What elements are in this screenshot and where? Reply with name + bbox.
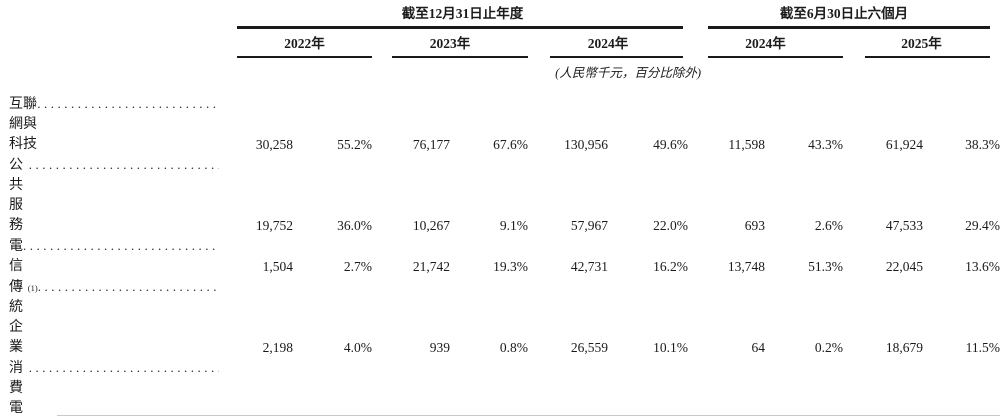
value-cell: 64 [751,340,766,355]
value-cell: 3,405 [528,358,608,417]
value-cell: 1.7% [293,358,372,417]
annual-period-title: 截至12月31日止年度 [401,6,524,21]
value-cell: 0.8% [499,340,528,355]
value-cell: 26,559 [570,340,608,355]
value-cell: 9,177 [843,358,923,417]
value-cell: 13.6% [965,259,1000,274]
value-cell: 36.0% [337,218,372,233]
value-cell: 4.0% [343,340,372,355]
row-label: 傳統企業 (1) [0,277,237,358]
value-cell: 43.3% [808,137,843,152]
value-cell: 11,598 [728,137,765,152]
value-cell: 241 [372,358,450,417]
year-2022: 2022年 [284,36,325,51]
value-cell: 47,533 [885,218,923,233]
unit-note-row: (人民幣千元，百分比除外) [0,62,1000,84]
value-cell: 130,956 [564,137,608,152]
year-2024-rule [550,56,683,58]
interim-group-rule [708,26,990,29]
annual-group-rule [237,26,683,29]
value-cell: 61,924 [885,137,923,152]
table-row-traditional-enterprise: 傳統企業(1) 2,198 4.0% 939 0.8% 26,559 10.1%… [0,277,1000,358]
table-row-public-services: 公共服務 19,752 36.0% 10,267 9.1% 57,967 22.… [0,155,1000,236]
value-cell: 693 [744,218,765,233]
dot-leader [37,94,219,115]
year-2024-interim-rule [708,56,843,58]
year-2025-interim-rule [865,56,990,58]
value-cell: 9.1% [499,218,528,233]
value-cell: 29.4% [965,218,1000,233]
page-bottom-rule [57,415,1000,416]
interim-period-title: 截至6月30日止六個月 [779,6,909,21]
year-underline-row [0,56,1000,62]
value-cell: 55.2% [337,137,372,152]
year-header-row: 2022年 2023年 2024年 2024年 2025年 [0,32,1000,56]
value-cell: 22.0% [653,218,688,233]
value-cell: 939 [429,340,450,355]
value-cell: 19,752 [255,218,293,233]
value-cell: 51.3% [808,259,843,274]
value-cell: 38.3% [965,137,1000,152]
period-group-rule-row [0,26,1000,32]
value-cell: 2,198 [262,340,293,355]
value-cell: 30,258 [255,137,293,152]
dot-leader [29,358,219,379]
value-cell: 16.2% [653,259,688,274]
value-cell: 22,045 [885,259,923,274]
currency-unit-note: (人民幣千元，百分比除外) [555,66,701,80]
value-cell: 76,177 [412,137,450,152]
value-cell: 1,504 [262,259,293,274]
year-2024-interim: 2024年 [745,36,786,51]
table-row-telecom: 電信 1,504 2.7% 21,742 19.3% 42,731 16.2% … [0,236,1000,277]
year-2023: 2023年 [429,36,471,51]
value-cell: 10.1% [653,340,688,355]
value-cell: 13,748 [727,259,765,274]
row-label: 互聯網與科技 [0,94,237,155]
year-2023-rule [392,56,528,58]
value-cell: 915 [237,358,293,417]
dot-leader [38,277,219,298]
value-cell: 49.6% [653,137,688,152]
dot-leader [23,236,219,257]
value-cell: 18,679 [885,340,923,355]
value-cell: 57,967 [570,218,608,233]
value-cell: 5.7% [923,358,1000,417]
period-group-title-row: 截至12月31日止年度 截至6月30日止六個月 [0,1,1000,26]
year-2024: 2024年 [587,36,629,51]
year-2022-rule [237,56,372,58]
value-cell: 2.7% [343,259,372,274]
dot-leader [29,155,219,176]
row-label: 公共服務 [0,155,237,236]
value-cell: 19.3% [493,259,528,274]
value-cell: 21,742 [412,259,450,274]
value-cell: 1.3% [608,358,688,417]
table-row-internet-tech: 互聯網與科技 30,258 55.2% 76,177 67.6% 130,956… [0,94,1000,155]
year-2025-interim: 2025年 [901,36,942,51]
value-cell: 0.2% [814,340,843,355]
value-cell: 42,731 [570,259,608,274]
row-label: 消費電子 [0,358,237,417]
value-cell: 11.5% [965,340,1000,355]
value-cell: 42 [688,358,765,417]
value-cell: 10,267 [412,218,450,233]
value-cell: 2.6% [814,218,843,233]
row-label: 電信 [0,236,237,277]
table-row-consumer-electronics: 消費電子 915 1.7% 241 0.2% 3,405 1.3% 42 0.2… [0,358,1000,417]
value-cell: 0.2% [450,358,528,417]
value-cell: 67.6% [493,137,528,152]
value-cell: 0.2% [765,358,843,417]
